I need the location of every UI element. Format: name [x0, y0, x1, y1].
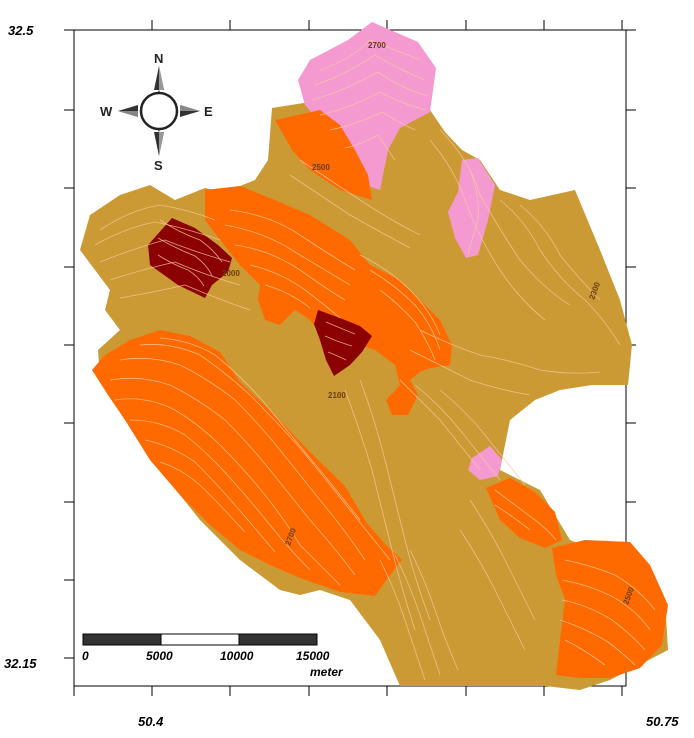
- north-arrow-icon: N S W E: [100, 51, 213, 173]
- scale-tick-0: 0: [82, 649, 89, 663]
- scale-tick-15000: 15000: [296, 649, 330, 663]
- contour-lines: [94, 39, 656, 681]
- y-axis-bottom-label: 32.15: [4, 656, 37, 671]
- orange-zone-northeast-strip: [275, 110, 372, 200]
- scale-unit-label: meter: [310, 665, 344, 679]
- base-zone: [80, 102, 668, 690]
- x-axis-left-label: 50.4: [138, 714, 164, 729]
- frame-ticks: [64, 20, 636, 696]
- scale-bar-segment-1: [82, 633, 162, 646]
- x-axis-right-label: 50.75: [646, 714, 679, 729]
- pink-zone-east: [448, 158, 495, 258]
- orange-zone-southwest: [92, 330, 402, 596]
- compass-south-label: S: [154, 158, 163, 173]
- pink-zone-north: [298, 22, 436, 190]
- orange-zone-southeast-mid: [486, 478, 562, 548]
- compass-east-label: E: [204, 104, 213, 119]
- scale-tick-10000: 10000: [220, 649, 254, 663]
- contour-label-2500-north: 2500: [312, 163, 330, 172]
- scale-bar-segment-3: [238, 633, 318, 646]
- scale-bar: 0 5000 10000 15000 meter: [82, 633, 344, 679]
- contour-label-2700-north: 2700: [368, 41, 386, 50]
- y-axis-top-label: 32.5: [8, 23, 34, 38]
- contour-label-2100-central: 2100: [328, 391, 346, 400]
- contour-label-2000-west: 2000: [222, 269, 240, 278]
- scale-bar-segment-2: [160, 633, 240, 646]
- dark-red-zone-west: [148, 218, 232, 298]
- compass-north-label: N: [154, 51, 163, 66]
- orange-zone-central: [205, 186, 452, 415]
- scale-tick-5000: 5000: [146, 649, 173, 663]
- compass-west-label: W: [100, 104, 113, 119]
